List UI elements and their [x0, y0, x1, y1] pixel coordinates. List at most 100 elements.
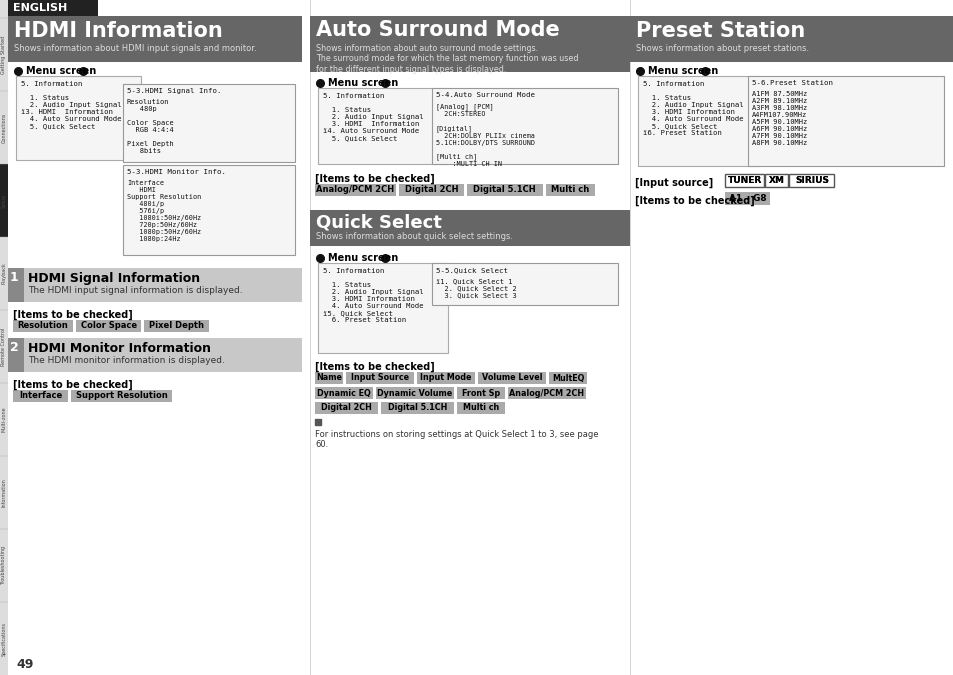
Bar: [764, 174, 788, 187]
Bar: [724, 174, 763, 187]
Text: TUNER: TUNER: [727, 176, 761, 185]
Text: 49: 49: [16, 658, 33, 671]
Text: 5-4.Auto Surround Mode: 5-4.Auto Surround Mode: [436, 92, 535, 98]
Text: Shows information about quick select settings.: Shows information about quick select set…: [315, 232, 513, 241]
Text: SIRIUS: SIRIUS: [794, 176, 828, 185]
Bar: [398, 184, 463, 196]
Bar: [314, 184, 395, 196]
Bar: [123, 84, 294, 162]
Text: MultEQ: MultEQ: [551, 373, 583, 383]
Text: [Input source]: [Input source]: [635, 178, 713, 188]
Text: 5-6.Preset Station: 5-6.Preset Station: [751, 80, 832, 86]
Bar: [16, 76, 141, 160]
Bar: [0, 164, 8, 237]
Bar: [13, 320, 73, 332]
Text: Input Mode: Input Mode: [420, 373, 471, 383]
Bar: [8, 338, 24, 372]
Text: The HDMI input signal information is displayed.: The HDMI input signal information is dis…: [28, 286, 242, 295]
Bar: [0, 0, 8, 675]
Text: Menu screen: Menu screen: [328, 78, 397, 88]
Text: Shows information about preset stations.: Shows information about preset stations.: [636, 44, 808, 53]
Text: Setup: Setup: [2, 193, 7, 208]
Text: Dynamic Volume: Dynamic Volume: [377, 389, 452, 398]
Bar: [638, 76, 758, 166]
Text: [Analog] [PCM]
  2CH:STEREO

[Digital]
  2CH:DOLBY PLIIx cinema
5.1CH:DOLBY/DTS : [Analog] [PCM] 2CH:STEREO [Digital] 2CH:…: [436, 103, 535, 167]
Text: XM: XM: [768, 176, 784, 185]
Bar: [747, 76, 943, 166]
Bar: [317, 263, 448, 353]
Bar: [8, 16, 302, 62]
Text: Information: Information: [2, 478, 7, 507]
Text: 1: 1: [10, 271, 19, 284]
Text: Volume Level: Volume Level: [481, 373, 541, 383]
Text: TUNER: TUNER: [727, 176, 761, 185]
Bar: [8, 268, 24, 302]
Bar: [477, 372, 545, 384]
Text: Getting Started: Getting Started: [2, 35, 7, 74]
Text: Resolution: Resolution: [17, 321, 69, 331]
Text: ENGLISH: ENGLISH: [13, 3, 67, 13]
Text: Playback: Playback: [2, 263, 7, 284]
Bar: [310, 210, 629, 246]
Text: Quick Select: Quick Select: [315, 214, 441, 232]
Text: [Items to be checked]: [Items to be checked]: [314, 362, 435, 373]
Text: [Items to be checked]: [Items to be checked]: [13, 380, 132, 390]
Bar: [432, 88, 618, 164]
Text: 5-3.HDMI Monitor Info.: 5-3.HDMI Monitor Info.: [127, 169, 226, 175]
Text: Interface
   HDMI
Support Resolution
   480i/p
   576i/p
   1080i:50Hz/60Hz
   7: Interface HDMI Support Resolution 480i/p…: [127, 180, 201, 242]
Text: [Items to be checked]: [Items to be checked]: [314, 174, 435, 184]
Text: Dynamic EQ: Dynamic EQ: [316, 389, 371, 398]
Text: Pixel Depth: Pixel Depth: [149, 321, 204, 331]
Text: Multi ch: Multi ch: [551, 186, 589, 194]
Text: A1 – G8: A1 – G8: [728, 194, 765, 203]
Text: 5. Information

  1. Status
  2. Audio Input Signal
  3. HDMI Information
  4. A: 5. Information 1. Status 2. Audio Input …: [323, 268, 423, 323]
Bar: [629, 16, 953, 62]
Text: Analog/PCM 2CH: Analog/PCM 2CH: [316, 186, 394, 194]
Bar: [310, 16, 629, 72]
Text: 5. Information

  1. Status
  2. Audio Input Signal
  3. HDMI  Information
ï4. A: 5. Information 1. Status 2. Audio Input …: [323, 93, 423, 141]
Bar: [456, 402, 504, 414]
Bar: [314, 402, 377, 414]
Text: Digital 2CH: Digital 2CH: [404, 186, 457, 194]
Bar: [317, 88, 448, 164]
Text: Connections: Connections: [2, 112, 7, 142]
Bar: [789, 174, 834, 187]
Text: Specifications: Specifications: [2, 622, 7, 655]
Text: [Items to be checked]: [Items to be checked]: [13, 310, 132, 320]
Bar: [71, 390, 172, 402]
Text: Shows information about auto surround mode settings.
The surround mode for which: Shows information about auto surround mo…: [315, 44, 578, 74]
Bar: [314, 372, 343, 384]
Text: Multi ch: Multi ch: [462, 404, 498, 412]
Bar: [8, 268, 302, 302]
Text: HDMI Signal Information: HDMI Signal Information: [28, 272, 200, 285]
Text: Digital 5.1CH: Digital 5.1CH: [388, 404, 447, 412]
Bar: [416, 372, 475, 384]
Text: Remote Control: Remote Control: [2, 327, 7, 366]
Text: Menu screen: Menu screen: [26, 66, 96, 76]
Bar: [380, 402, 454, 414]
Bar: [548, 372, 586, 384]
Bar: [724, 192, 769, 205]
Text: Digital 2CH: Digital 2CH: [321, 404, 372, 412]
Bar: [13, 390, 68, 402]
Text: Menu screen: Menu screen: [328, 253, 397, 263]
Text: Analog/PCM 2CH: Analog/PCM 2CH: [509, 389, 584, 398]
Text: Digital 5.1CH: Digital 5.1CH: [473, 186, 536, 194]
Text: Preset Station: Preset Station: [636, 21, 804, 41]
Text: ï1. Quick Select 1
  2. Quick Select 2
  3. Quick Select 3: ï1. Quick Select 1 2. Quick Select 2 3. …: [436, 278, 517, 298]
Bar: [346, 372, 414, 384]
Bar: [789, 174, 834, 187]
Text: 5-5.Quick Select: 5-5.Quick Select: [436, 267, 507, 273]
Text: Troubleshooting: Troubleshooting: [2, 546, 7, 585]
Text: 2: 2: [10, 341, 19, 354]
Bar: [76, 320, 141, 332]
Bar: [456, 387, 504, 399]
Text: For instructions on storing settings at Quick Select 1 to 3, see page
60.: For instructions on storing settings at …: [314, 430, 598, 450]
Bar: [375, 387, 454, 399]
Bar: [432, 263, 618, 305]
Bar: [8, 0, 98, 16]
Text: HDMI Information: HDMI Information: [14, 21, 222, 41]
Text: Support Resolution: Support Resolution: [75, 392, 168, 400]
Text: Resolution
   480p

Color Space
  RGB 4:4:4

Pixel Depth
   8bits: Resolution 480p Color Space RGB 4:4:4 Pi…: [127, 99, 173, 154]
Text: Shows information about HDMI input signals and monitor.: Shows information about HDMI input signa…: [14, 44, 256, 53]
